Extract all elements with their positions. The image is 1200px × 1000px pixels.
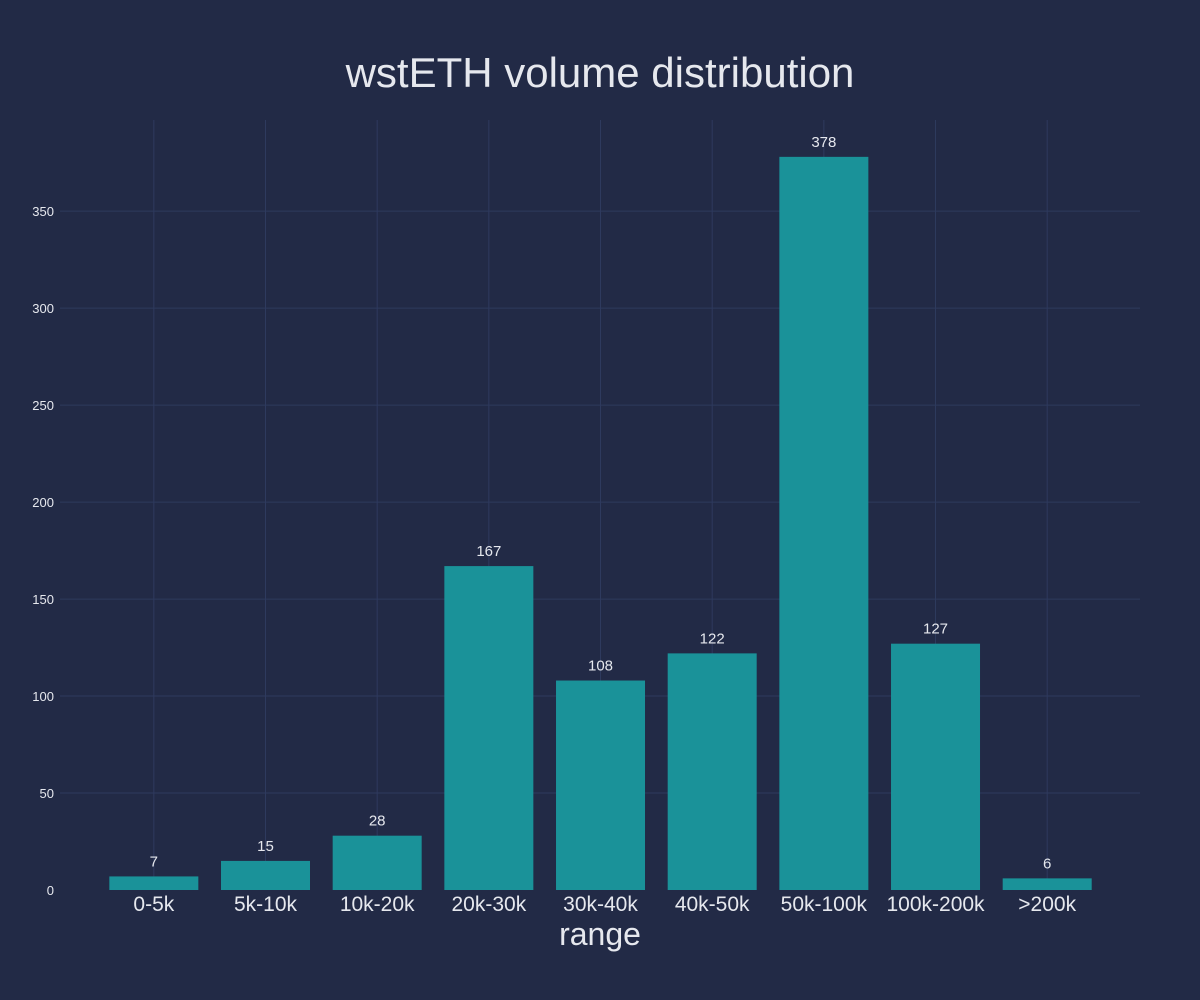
x-axis-label: range xyxy=(559,916,641,952)
x-axis-ticks: 0-5k 5k-10k 10k-20k 20k-30k 30k-40k 40k-50k 50… xyxy=(133,893,1076,916)
y-tick-label: 0 xyxy=(47,883,54,898)
data-label: 15 xyxy=(257,838,274,855)
bar-30k-40k[interactable] xyxy=(556,680,646,890)
x-tick-label: >200k xyxy=(1018,893,1076,916)
x-tick-label: 0-5k xyxy=(133,893,174,916)
bar-0-5k[interactable] xyxy=(109,876,199,890)
data-label: 6 xyxy=(1043,855,1051,872)
bars xyxy=(109,156,1092,890)
data-label: 7 xyxy=(150,853,158,870)
bar-20k-30k[interactable] xyxy=(444,566,534,890)
x-tick-label: 20k-30k xyxy=(451,893,526,916)
bar-5k-10k[interactable] xyxy=(221,860,311,890)
data-label: 28 xyxy=(369,813,386,830)
data-label: 108 xyxy=(588,658,613,675)
data-label: 378 xyxy=(811,134,836,151)
data-label: 167 xyxy=(476,543,501,560)
data-labels: 7 15 28 167 108 122 378 127 6 xyxy=(150,134,1052,873)
bar-100k-200k[interactable] xyxy=(891,643,981,890)
y-tick-label: 250 xyxy=(32,398,54,413)
bar-40k-50k[interactable] xyxy=(667,653,757,890)
y-axis-ticks: 0 50 100 150 200 250 300 350 xyxy=(32,204,54,898)
y-tick-label: 200 xyxy=(32,495,54,510)
y-tick-label: 150 xyxy=(32,592,54,607)
data-label: 122 xyxy=(700,630,725,647)
y-tick-label: 300 xyxy=(32,301,54,316)
x-tick-label: 10k-20k xyxy=(340,893,415,916)
chart-title: wstETH volume distribution xyxy=(345,49,855,96)
x-tick-label: 40k-50k xyxy=(675,893,750,916)
y-tick-label: 100 xyxy=(32,689,54,704)
bar->200k[interactable] xyxy=(1002,878,1092,890)
y-tick-label: 50 xyxy=(40,786,54,801)
bar-50k-100k[interactable] xyxy=(779,156,869,890)
x-tick-label: 30k-40k xyxy=(563,893,638,916)
bar-10k-20k[interactable] xyxy=(332,835,422,890)
x-tick-label: 5k-10k xyxy=(234,893,298,916)
data-label: 127 xyxy=(923,621,948,638)
x-tick-label: 50k-100k xyxy=(781,893,868,916)
x-tick-label: 100k-200k xyxy=(886,893,985,916)
y-tick-label: 350 xyxy=(32,204,54,219)
